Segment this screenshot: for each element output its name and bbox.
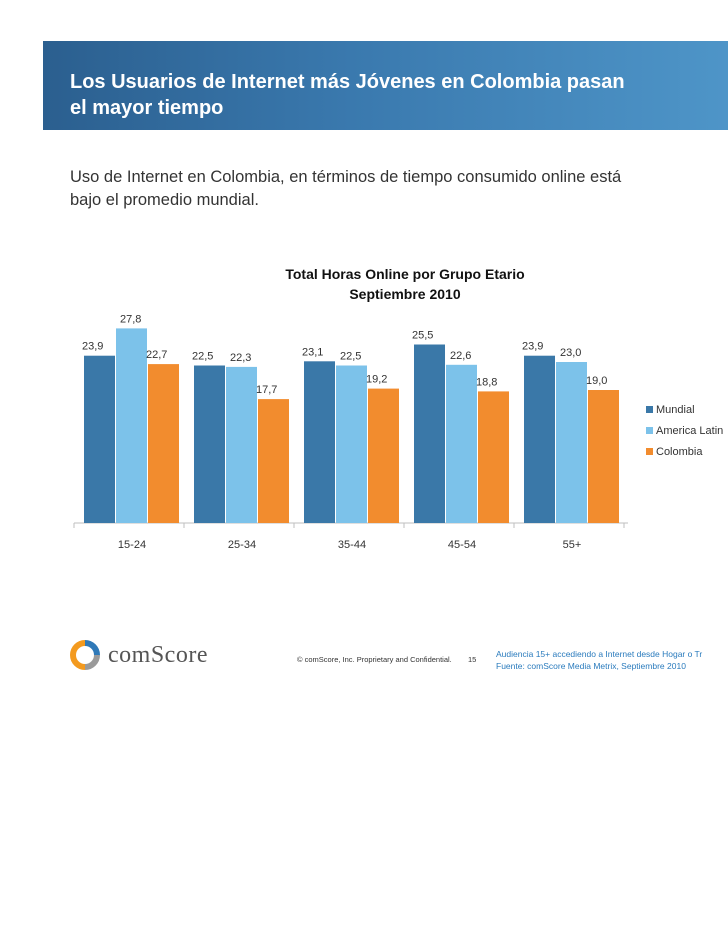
data-label: 27,8 bbox=[120, 313, 141, 325]
data-label: 22,3 bbox=[230, 352, 251, 364]
data-label: 19,2 bbox=[366, 374, 387, 386]
legend-swatch bbox=[646, 448, 653, 455]
bar-colombia bbox=[368, 388, 399, 523]
slide-title-line-1: Los Usuarios de Internet más Jóvenes en … bbox=[70, 71, 625, 93]
chart-title-line-2: Septiembre 2010 bbox=[349, 286, 461, 302]
source-note-line-1: Audiencia 15+ accediendo a Internet desd… bbox=[496, 649, 703, 659]
bar-colombia bbox=[258, 399, 289, 523]
data-label: 25,5 bbox=[412, 330, 433, 342]
chart-title-line-1: Total Horas Online por Grupo Etario bbox=[285, 266, 525, 282]
data-label: 23,1 bbox=[302, 346, 323, 358]
x-tick-label: 15-24 bbox=[118, 539, 146, 551]
slide-subtitle-line-1: Uso de Internet en Colombia, en términos… bbox=[70, 168, 622, 186]
comscore-logo-text: comScore bbox=[108, 641, 208, 668]
bar-america-latina bbox=[556, 362, 587, 523]
legend-label: Mundial bbox=[656, 404, 695, 416]
data-label: 23,9 bbox=[522, 341, 543, 353]
x-tick-label: 45-54 bbox=[448, 539, 476, 551]
data-label: 22,6 bbox=[450, 350, 471, 362]
bar-america-latina bbox=[446, 364, 477, 523]
bar-america-latina bbox=[116, 328, 147, 523]
legend-swatch bbox=[646, 427, 653, 434]
bar-mundial bbox=[194, 365, 225, 523]
bar-colombia bbox=[148, 364, 179, 523]
page-number: 15 bbox=[468, 655, 477, 664]
x-tick-label: 35-44 bbox=[338, 539, 366, 551]
slide-subtitle-line-2: bajo el promedio mundial. bbox=[70, 191, 259, 209]
bar-mundial bbox=[524, 355, 555, 523]
data-label: 23,9 bbox=[82, 341, 103, 353]
data-label: 22,5 bbox=[340, 351, 361, 363]
source-note: Audiencia 15+ accediendo a Internet desd… bbox=[496, 648, 702, 672]
bar-mundial bbox=[84, 355, 115, 523]
data-label: 18,8 bbox=[476, 376, 497, 388]
copyright-text: © comScore, Inc. Proprietary and Confide… bbox=[297, 655, 452, 664]
bar-chart: 23,9 27,8 22,7 15-24 22,5 22,3 17,7 25-34 23,1 22… bbox=[73, 313, 723, 551]
chart-title: Total Horas Online por Grupo Etario Sept… bbox=[250, 264, 560, 304]
title-band bbox=[43, 41, 728, 130]
bar-colombia bbox=[478, 391, 509, 523]
data-label: 22,5 bbox=[192, 351, 213, 363]
slide-subtitle: Uso de Internet en Colombia, en términos… bbox=[70, 166, 720, 212]
legend-label: Colombia bbox=[656, 446, 703, 458]
data-label: 23,0 bbox=[560, 347, 581, 359]
data-label: 17,7 bbox=[256, 384, 277, 396]
legend-label: America Latin bbox=[656, 425, 723, 437]
bar-america-latina bbox=[336, 365, 367, 523]
legend-swatch bbox=[646, 406, 653, 413]
data-label: 19,0 bbox=[586, 375, 607, 387]
x-tick-label: 25-34 bbox=[228, 539, 256, 551]
source-note-line-2: Fuente: comScore Media Metrix, Septiembr… bbox=[496, 661, 686, 671]
bar-colombia bbox=[588, 390, 619, 523]
comscore-logo-icon bbox=[70, 640, 100, 670]
comscore-logo: comScore bbox=[70, 640, 208, 670]
data-label: 22,7 bbox=[146, 349, 167, 361]
x-tick-label: 55+ bbox=[563, 539, 582, 551]
bar-america-latina bbox=[226, 366, 257, 523]
slide-title: Los Usuarios de Internet más Jóvenes en … bbox=[70, 69, 728, 121]
slide-title-line-2: el mayor tiempo bbox=[70, 97, 224, 119]
bar-mundial bbox=[304, 361, 335, 523]
bar-mundial bbox=[414, 344, 445, 523]
